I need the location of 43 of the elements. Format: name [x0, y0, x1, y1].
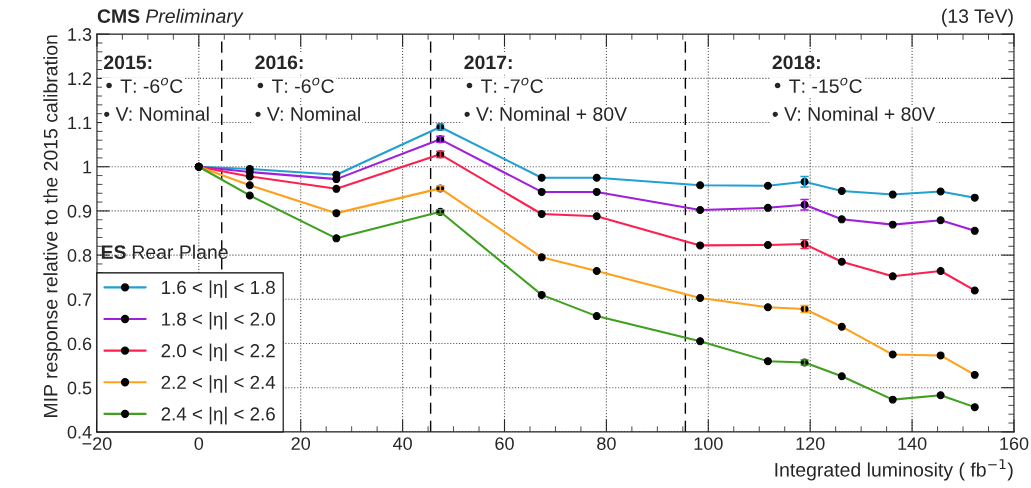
y-tick-label: 1.1 [68, 116, 92, 130]
annotation: 2017: [464, 55, 512, 70]
annotation: • V: Nominal + 80V [772, 106, 936, 121]
x-axis-title: Integrated luminosity ( fb$^{−1}$) [775, 459, 1013, 481]
legend-label: 1.6 < |η| < 1.8 [162, 280, 275, 298]
y-tick-label: 0.9 [67, 204, 92, 218]
text: Preliminary [145, 8, 244, 27]
x-tick-label: 60 [495, 437, 514, 450]
legend-label: 2.0 < |η| < 2.2 [161, 343, 275, 362]
annotation: • T: -7$^{o}$C [466, 77, 543, 93]
annotation: • V: Nominal + 80V [464, 106, 627, 121]
annotation: • T: -6$^{o}$C [106, 77, 183, 93]
x-tick-label: 20 [291, 437, 311, 450]
y-tick-label: 0.7 [67, 293, 92, 307]
annotation: • V: Nominal [104, 106, 209, 121]
x-tick-label: −20 [82, 437, 112, 450]
annotation: 2015: [104, 55, 152, 70]
x-tick-label: 160 [1000, 437, 1029, 450]
legend-label: 2.4 < |η| < 2.6 [161, 406, 275, 425]
annotation: 2018: [772, 55, 820, 70]
y-tick-label: 1.2 [68, 72, 92, 85]
y-tick-label: 0.8 [67, 249, 92, 262]
y-tick-label: 0.6 [67, 337, 92, 351]
annotation: • T: -15$^{o}$C [774, 77, 862, 93]
y-tick-label: 1 [83, 160, 92, 174]
annotation: 2016: [255, 55, 303, 70]
text: CMS [97, 9, 140, 23]
legend-label: 1.8 < |η| < 2.0 [162, 311, 275, 330]
y-tick-label: 0.4 [67, 425, 92, 439]
y-tick-label: 0.5 [67, 381, 92, 395]
x-tick-label: 100 [694, 437, 723, 450]
x-tick-label: 80 [597, 437, 616, 450]
annotation: • V: Nominal [255, 106, 360, 121]
legend-label: 2.2 < |η| < 2.4 [161, 375, 276, 393]
text: (13 TeV) [942, 8, 1013, 27]
x-tick-label: 0 [194, 437, 204, 450]
x-tick-label: 120 [796, 437, 825, 450]
y-axis-title: MIP response relative to the 2015 calibration [43, 35, 62, 417]
legend-title: ES Rear Plane [101, 244, 228, 260]
y-tick-label: 1.3 [68, 28, 92, 41]
x-tick-label: 40 [392, 437, 412, 450]
annotation: • T: -6$^{o}$C [257, 77, 334, 93]
x-tick-label: 140 [898, 437, 927, 450]
